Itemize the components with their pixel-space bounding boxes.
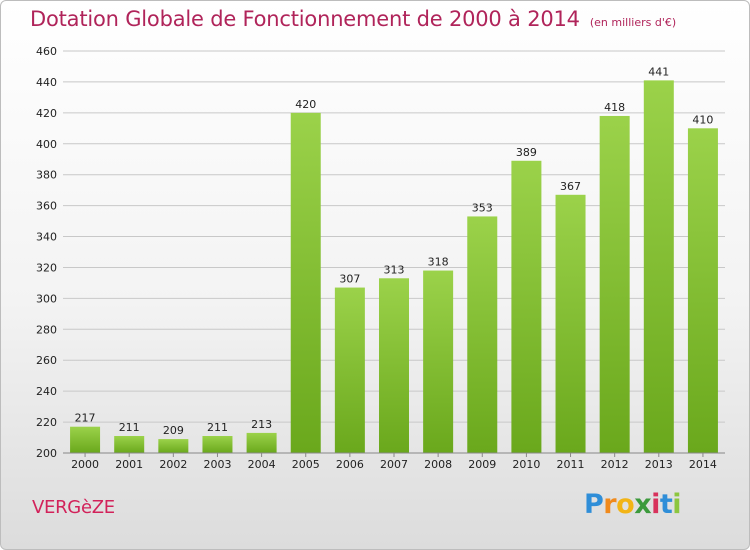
logo-letter: t [659,489,673,520]
bar-2001 [114,435,145,453]
y-tick-label: 260 [36,354,57,367]
y-tick-label: 460 [36,45,57,58]
bars [70,80,718,454]
value-label-2001: 211 [119,421,140,434]
value-label-2007: 313 [384,263,405,276]
data-labels: 217 211 209 211 213 420 307 313 318 353 389 367 418 4… [75,65,714,437]
x-axis-labels: 2000 2001 2002 2003 2004 2005 2006 2007 2008 2009… [71,453,717,471]
value-label-2004: 213 [251,418,272,431]
logo-letter: r [603,489,617,520]
y-tick-label: 200 [36,447,57,460]
bar-2003 [202,435,233,453]
bar-2007 [379,278,409,453]
value-label-2011: 367 [560,180,581,193]
x-tick-label: 2002 [159,458,187,471]
bar-2009 [467,216,498,453]
chart-title: Dotation Globale de Fonctionnement de 20… [30,7,676,31]
value-label-2009: 353 [472,201,493,214]
logo-letter: P [584,489,604,520]
logo-letter: o [616,489,635,520]
bar-2005 [290,112,321,453]
y-tick-label: 400 [36,138,57,151]
title-text: Dotation Globale de Fonctionnement de 20… [30,7,580,31]
value-label-2003: 211 [207,421,228,434]
y-axis-labels: 200 220 240 260 280 300 320 340 360 380 400 420 440 4… [36,45,57,460]
bar-2004 [246,432,277,453]
bar-2010 [511,160,542,453]
y-tick-label: 220 [36,416,57,429]
value-label-2013: 441 [648,65,669,78]
y-tick-label: 420 [36,107,57,120]
x-tick-label: 2009 [468,458,496,471]
value-label-2006: 307 [339,273,360,286]
unit-text: (en milliers d'€) [589,16,677,29]
value-label-2002: 209 [163,424,184,437]
x-tick-label: 2014 [689,458,717,471]
y-tick-label: 360 [36,200,57,213]
value-label-2005: 420 [295,98,316,111]
bar-2006 [334,287,365,453]
value-label-2008: 318 [428,256,449,269]
x-tick-label: 2007 [380,458,408,471]
bar-2013 [643,80,674,453]
x-tick-label: 2011 [557,458,585,471]
x-tick-label: 2010 [512,458,540,471]
bar-2000 [70,426,101,453]
x-tick-label: 2004 [248,458,276,471]
x-tick-label: 2005 [292,458,320,471]
value-label-2012: 418 [604,101,625,114]
bar-2014 [687,128,718,454]
bar-2002 [158,439,189,453]
x-tick-label: 2000 [71,458,99,471]
y-tick-label: 280 [36,323,57,336]
x-tick-label: 2012 [601,458,629,471]
x-tick-label: 2008 [424,458,452,471]
proxiti-logo: Proxiti [584,489,682,520]
value-label-2014: 410 [692,113,713,126]
logo-letter: x [634,489,652,520]
y-tick-label: 380 [36,169,57,182]
logo-letter: i [672,489,682,520]
x-tick-label: 2006 [336,458,364,471]
x-tick-label: 2003 [203,458,231,471]
value-label-2010: 389 [516,146,537,159]
y-tick-label: 320 [36,261,57,274]
x-tick-label: 2013 [645,458,673,471]
logo-letter: i [651,489,660,520]
value-label-2000: 217 [75,412,96,425]
bar-2012 [599,115,630,453]
y-tick-label: 340 [36,231,57,244]
y-tick-label: 300 [36,292,57,305]
y-tick-label: 240 [36,385,57,398]
y-tick-label: 440 [36,76,57,89]
commune-name: VERGèZE [32,497,115,518]
bar-2008 [423,270,454,453]
bar-2011 [555,194,586,454]
x-tick-label: 2001 [115,458,143,471]
